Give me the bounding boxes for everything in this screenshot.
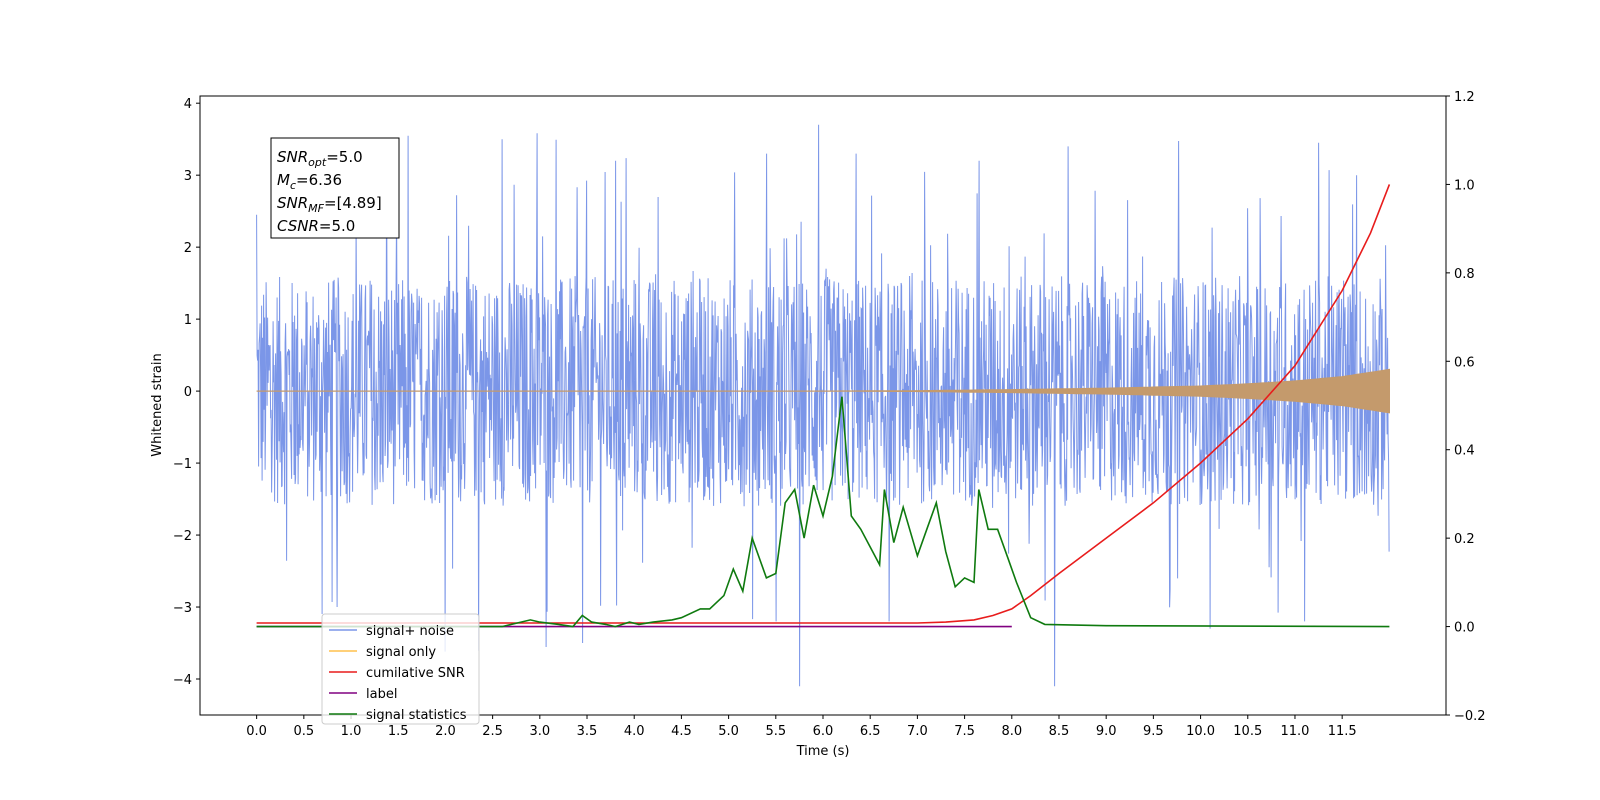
y2-tick-label: 1.2 xyxy=(1454,90,1475,105)
x-tick-label: 0.0 xyxy=(246,724,267,739)
y-axis-left: −4 −3 −2 −1 0 1 2 3 4 xyxy=(173,97,200,688)
x-tick-label: 5.0 xyxy=(718,724,739,739)
annotation-line: SNRMF=[4.89] xyxy=(277,194,382,215)
y-axis-right: −0.2 0.0 0.2 0.4 0.6 0.8 1.0 1.2 xyxy=(1446,90,1486,724)
x-tick-label: 11.5 xyxy=(1328,724,1357,739)
y-tick-label: −1 xyxy=(173,457,192,472)
y2-tick-label: 0.4 xyxy=(1454,444,1475,459)
y2-tick-label: 1.0 xyxy=(1454,178,1475,193)
y-tick-label: −3 xyxy=(173,601,192,616)
x-tick-label: 10.0 xyxy=(1186,724,1215,739)
y-tick-label: −4 xyxy=(173,673,192,688)
legend: signal+ noise signal only cumilative SNR la… xyxy=(321,613,480,725)
x-tick-label: 2.0 xyxy=(435,724,456,739)
x-tick-label: 5.5 xyxy=(765,724,786,739)
annotation-box-frame xyxy=(270,137,400,239)
x-axis: 0.0 0.5 1.0 1.5 2.0 2.5 3.0 3.5 4.0 4.5 5.0 5.5 6.0 6… xyxy=(246,715,1357,739)
y-axis-label: Whitened strain xyxy=(150,353,165,456)
y2-tick-label: 0.6 xyxy=(1454,355,1475,370)
x-tick-label: 0.5 xyxy=(293,724,314,739)
annotation-line: CSNR=5.0 xyxy=(277,217,355,235)
legend-frame xyxy=(321,613,480,725)
x-tick-label: 9.0 xyxy=(1096,724,1117,739)
x-tick-label: 3.0 xyxy=(529,724,550,739)
x-tick-label: 6.5 xyxy=(860,724,881,739)
annotation-line: Mc=6.36 xyxy=(277,171,342,192)
y-tick-label: 4 xyxy=(184,97,192,112)
y2-tick-label: 0.2 xyxy=(1454,532,1475,547)
y2-tick-label: 0.0 xyxy=(1454,621,1475,636)
series-signal-only-band xyxy=(256,368,1390,414)
x-tick-label: 3.5 xyxy=(577,724,598,739)
series-signal-statistics-line xyxy=(256,396,1390,628)
x-tick-label: 9.5 xyxy=(1143,724,1164,739)
y2-tick-label: −0.2 xyxy=(1454,709,1486,724)
legend-label: cumilative SNR xyxy=(366,666,465,681)
x-tick-label: 4.0 xyxy=(624,724,645,739)
legend-label: label xyxy=(366,687,397,702)
legend-label: signal statistics xyxy=(366,708,467,723)
x-tick-label: 1.5 xyxy=(388,724,409,739)
x-tick-label: 2.5 xyxy=(482,724,503,739)
y-tick-label: −2 xyxy=(173,529,192,544)
y-tick-label: 1 xyxy=(184,313,192,328)
x-tick-label: 1.0 xyxy=(341,724,362,739)
x-tick-label: 8.0 xyxy=(1001,724,1022,739)
x-tick-label: 6.0 xyxy=(813,724,834,739)
y-tick-label: 0 xyxy=(184,385,192,400)
legend-label: signal only xyxy=(366,645,436,660)
x-tick-label: 8.5 xyxy=(1049,724,1070,739)
x-tick-label: 7.0 xyxy=(907,724,928,739)
x-tick-label: 11.0 xyxy=(1280,724,1309,739)
series-signal-noise-line xyxy=(256,124,1390,687)
x-axis-label: Time (s) xyxy=(796,744,850,759)
legend-label: signal+ noise xyxy=(366,624,454,639)
x-tick-label: 7.5 xyxy=(954,724,975,739)
annotation-line: SNRopt=5.0 xyxy=(277,148,363,169)
y2-tick-label: 0.8 xyxy=(1454,267,1475,282)
x-tick-label: 4.5 xyxy=(671,724,692,739)
y-tick-label: 3 xyxy=(184,169,192,184)
y-tick-label: 2 xyxy=(184,241,192,256)
series-cumilative-snr-line xyxy=(256,184,1391,624)
x-tick-label: 10.5 xyxy=(1233,724,1262,739)
